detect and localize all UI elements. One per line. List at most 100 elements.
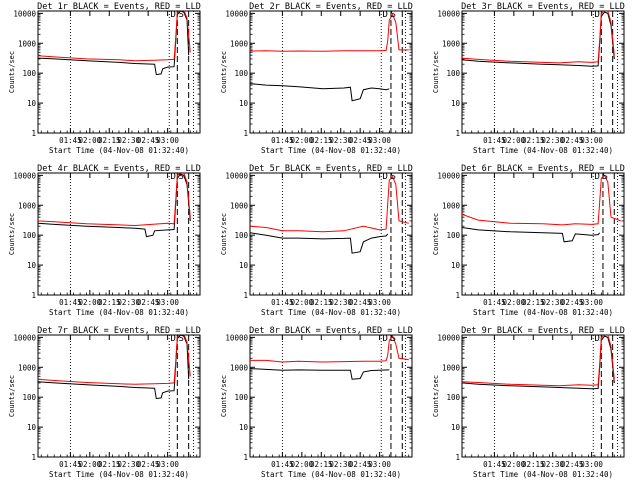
y-axis-label: Counts/sec (220, 213, 228, 255)
x-tick-label: 01:45 (59, 136, 82, 145)
lld-series-line (38, 335, 191, 385)
chart-title: Det 5r BLACK = Events, RED = LLD (249, 164, 413, 174)
y-axis-label: Counts/sec (432, 213, 440, 255)
y-tick-label: 10000 (225, 333, 248, 342)
chart-title: Det 3r BLACK = Events, RED = LLD (461, 2, 625, 12)
y-tick-label: 1000 (442, 363, 461, 372)
x-tick-label: 01:45 (483, 298, 506, 307)
x-tick-label: 02:45 (137, 298, 160, 307)
y-tick-label: 100 (446, 69, 460, 78)
plot-frame (461, 334, 625, 458)
lld-series-line (462, 11, 615, 64)
events-series-line (250, 232, 389, 254)
plot-frame (461, 10, 625, 134)
x-tick-label: 02:15 (310, 460, 333, 469)
y-tick-label: 1000 (442, 201, 461, 210)
x-tick-label: 02:30 (117, 298, 140, 307)
x-tick-label: 02:00 (291, 298, 314, 307)
x-tick-label: 03:00 (368, 136, 391, 145)
events-series-line (462, 11, 615, 67)
y-axis-label: Counts/sec (8, 51, 16, 93)
marker-label-s: S (391, 334, 396, 344)
y-tick-label: 1000 (230, 363, 249, 372)
chart-panel-9: Det 9r BLACK = Events, RED = LLD 1 10 100 10… (432, 326, 625, 479)
x-tick-label: 02:00 (503, 298, 526, 307)
y-tick-label: 10 (27, 99, 37, 108)
marker-label-s: S (179, 172, 184, 182)
x-tick-label: 02:30 (329, 460, 352, 469)
y-tick-label: 1 (31, 291, 36, 300)
series-group (250, 175, 409, 254)
plot-frame (249, 10, 413, 134)
x-tick-label: 03:00 (156, 298, 179, 307)
events-series-line (38, 173, 191, 238)
x-tick-label: 02:15 (522, 136, 545, 145)
x-tick-label: 02:45 (561, 460, 584, 469)
chart-panel-1: Det 1r BLACK = Events, RED = LLD 1 10 100 10… (8, 2, 201, 155)
y-tick-label: 10 (239, 99, 249, 108)
x-tick-label: 03:00 (156, 136, 179, 145)
x-tick-label: 02:00 (79, 460, 102, 469)
y-tick-label: 10000 (225, 171, 248, 180)
x-tick-label: 01:45 (271, 136, 294, 145)
y-tick-label: 100 (446, 231, 460, 240)
marker-label-d: D (383, 334, 388, 344)
events-series-line (462, 335, 615, 390)
marker-label-s: S (391, 10, 396, 20)
chart-title: Det 2r BLACK = Events, RED = LLD (249, 2, 413, 12)
y-tick-label: 1 (31, 453, 36, 462)
chart-panel-2: Det 2r BLACK = Events, RED = LLD 1 10 100 10… (220, 2, 413, 155)
y-tick-label: 100 (234, 69, 248, 78)
x-axis-label: Start Time (04-Nov-08 01:32:40) (473, 146, 613, 155)
y-tick-label: 100 (22, 231, 36, 240)
y-tick-label: 100 (446, 393, 460, 402)
y-tick-label: 10 (239, 423, 249, 432)
marker-label-d: D (595, 334, 600, 344)
marker-label-d: D (383, 172, 388, 182)
y-axis-label: Counts/sec (8, 375, 16, 417)
y-tick-label: 100 (234, 393, 248, 402)
marker-label-d: D (171, 10, 176, 20)
chart-panel-7: Det 7r BLACK = Events, RED = LLD 1 10 100 10… (8, 326, 201, 479)
marker-label-s: S (603, 172, 608, 182)
x-axis-label: Start Time (04-Nov-08 01:32:40) (261, 146, 401, 155)
chart-title: Det 6r BLACK = Events, RED = LLD (461, 164, 625, 174)
y-tick-label: 10 (451, 99, 461, 108)
plot-frame (37, 10, 201, 134)
y-tick-label: 1000 (230, 39, 249, 48)
y-tick-label: 10000 (13, 171, 36, 180)
x-axis-label: Start Time (04-Nov-08 01:32:40) (473, 308, 613, 317)
y-tick-label: 1 (455, 129, 460, 138)
marker-label-s: S (179, 10, 184, 20)
lld-series-line (38, 11, 191, 62)
series-group (38, 11, 191, 76)
y-axis-label: Counts/sec (220, 51, 228, 93)
series-group (38, 173, 191, 238)
chart-title: Det 8r BLACK = Events, RED = LLD (249, 326, 413, 336)
y-axis-label: Counts/sec (432, 51, 440, 93)
y-tick-label: 10 (27, 423, 37, 432)
marker-label-d: D (595, 10, 600, 20)
x-tick-label: 01:45 (59, 298, 82, 307)
marker-label-d: D (595, 172, 600, 182)
x-tick-label: 02:15 (98, 298, 121, 307)
x-tick-label: 03:00 (368, 298, 391, 307)
x-tick-label: 02:30 (117, 460, 140, 469)
y-axis-label: Counts/sec (8, 213, 16, 255)
x-tick-label: 02:30 (117, 136, 140, 145)
events-series-line (250, 368, 390, 380)
y-tick-label: 100 (234, 231, 248, 240)
x-tick-label: 01:45 (271, 298, 294, 307)
lld-series-line (250, 175, 409, 233)
y-tick-label: 10 (239, 261, 249, 270)
x-tick-label: 01:45 (483, 460, 506, 469)
series-group (462, 335, 615, 390)
y-tick-label: 10000 (225, 9, 248, 18)
x-tick-label: 02:45 (349, 460, 372, 469)
y-tick-label: 1 (31, 129, 36, 138)
lld-series-line (462, 174, 621, 226)
y-tick-label: 10000 (13, 333, 36, 342)
y-tick-label: 10 (451, 261, 461, 270)
plot-frame (461, 172, 625, 296)
